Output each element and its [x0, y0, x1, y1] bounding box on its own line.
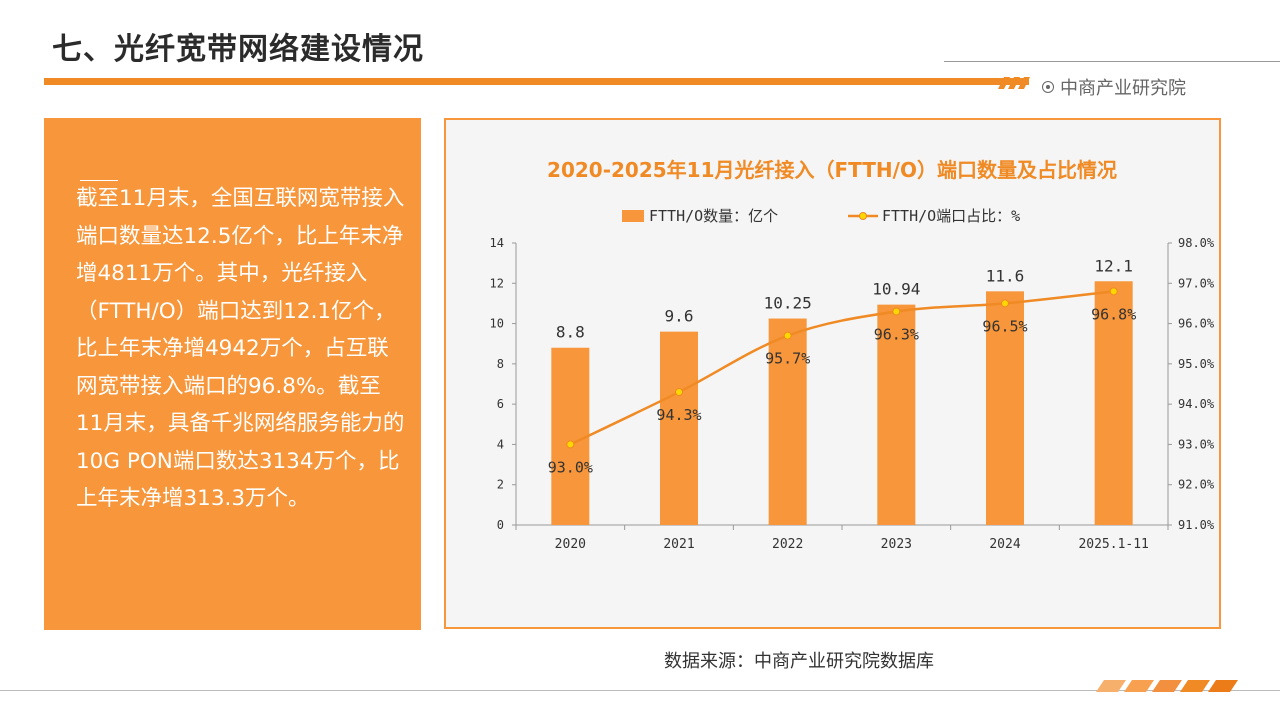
summary-text: 截至11月末，全国互联网宽带接入端口数量达12.5亿个，比上年末净增4811万个…	[76, 186, 405, 511]
share-value-label: 93.0%	[548, 458, 593, 476]
y-left-tick-label: 12	[490, 276, 504, 290]
x-tick-label: 2023	[881, 537, 912, 552]
y-right-tick-label: 95.0%	[1178, 357, 1215, 371]
legend-bar-swatch	[622, 210, 644, 222]
bar-value-label: 9.6	[665, 307, 694, 326]
title-underline	[44, 78, 1029, 85]
y-right-tick-label: 94.0%	[1178, 397, 1215, 411]
bar-2025.1-11	[1094, 281, 1133, 525]
y-right-tick-label: 97.0%	[1178, 276, 1215, 290]
data-source: 数据来源：中商产业研究院数据库	[664, 651, 934, 672]
y-left-tick-label: 6	[497, 397, 504, 411]
x-tick-label: 2022	[772, 537, 803, 552]
y-right-tick-label: 98.0%	[1178, 236, 1215, 250]
share-point	[675, 388, 683, 397]
bar-value-label: 10.94	[872, 280, 920, 299]
y-left-tick-label: 2	[497, 478, 504, 492]
share-value-label: 96.3%	[874, 325, 919, 343]
footer-stripes-decoration	[1096, 680, 1238, 692]
share-point	[892, 307, 901, 316]
share-point	[783, 331, 792, 340]
y-left-tick-label: 10	[490, 317, 504, 331]
y-right-tick-label: 93.0%	[1178, 437, 1215, 451]
bar-value-label: 11.6	[986, 266, 1025, 285]
legend-line-label: FTTH/O端口占比：%	[882, 207, 1020, 225]
share-value-label: 96.8%	[1091, 305, 1136, 323]
share-value-label: 96.5%	[982, 317, 1027, 335]
y-left-tick-label: 14	[490, 236, 504, 250]
share-point	[566, 440, 575, 449]
title-stripes-decoration	[998, 77, 1030, 89]
brand-circle-icon	[1042, 81, 1054, 93]
y-left-tick-label: 8	[497, 357, 504, 371]
x-tick-label: 2024	[989, 537, 1020, 552]
bar-2020	[551, 347, 590, 525]
legend-line-marker	[859, 212, 867, 220]
bar-value-label: 10.25	[764, 294, 812, 313]
legend-bar-label: FTTH/O数量：亿个	[649, 207, 778, 225]
brand-text: 中商产业研究院	[1060, 78, 1186, 99]
bar-value-label: 12.1	[1094, 256, 1133, 275]
footer-line	[0, 690, 1280, 691]
summary-rule	[80, 180, 118, 181]
x-tick-label: 2025.1-11	[1078, 537, 1148, 552]
combo-chart: 2020-2025年11月光纤接入（FTTH/O）端口数量及占比情况 FTTH/O…	[490, 158, 1215, 552]
share-point	[1109, 287, 1118, 296]
y-right-tick-label: 92.0%	[1178, 478, 1215, 492]
bar-2023	[877, 304, 916, 525]
share-point	[1001, 299, 1009, 308]
x-tick-label: 2021	[663, 537, 694, 552]
y-left-tick-label: 4	[497, 437, 504, 451]
y-left-tick-label: 0	[497, 518, 504, 532]
chart-container: 2020-2025年11月光纤接入（FTTH/O）端口数量及占比情况 FTTH/O…	[444, 118, 1221, 629]
x-tick-label: 2020	[555, 537, 586, 552]
bar-value-label: 8.8	[556, 323, 585, 342]
share-line	[569, 290, 1114, 446]
bar-2022	[768, 318, 807, 525]
bar-2021	[660, 331, 698, 525]
summary-panel: 截至11月末，全国互联网宽带接入端口数量达12.5亿个，比上年末净增4811万个…	[44, 118, 421, 630]
y-right-tick-label: 96.0%	[1178, 317, 1215, 331]
page-title: 七、光纤宽带网络建设情况	[52, 32, 424, 67]
share-value-label: 95.7%	[765, 350, 810, 368]
bar-2024	[986, 291, 1024, 525]
chart-title: 2020-2025年11月光纤接入（FTTH/O）端口数量及占比情况	[547, 158, 1117, 182]
header-thin-line	[944, 61, 1280, 62]
y-right-tick-label: 91.0%	[1178, 518, 1215, 532]
share-value-label: 94.3%	[656, 406, 701, 424]
brand-logo: 中商产业研究院	[1042, 74, 1186, 100]
